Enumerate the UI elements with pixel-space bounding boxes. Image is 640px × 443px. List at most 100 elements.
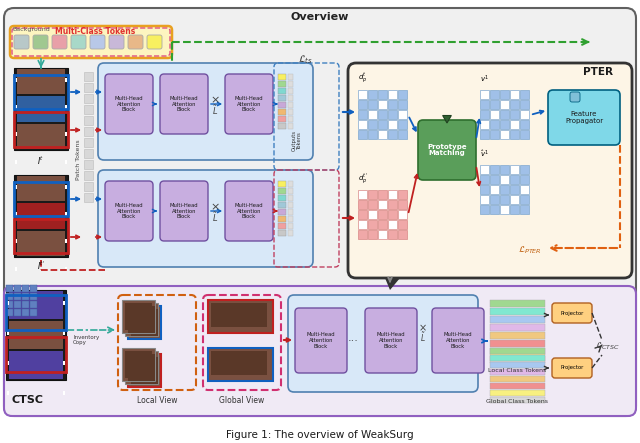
Bar bbox=[288, 88, 293, 94]
Bar bbox=[6, 337, 66, 372]
Text: Patch Tokens: Patch Tokens bbox=[77, 140, 81, 180]
FancyBboxPatch shape bbox=[4, 8, 636, 416]
Bar bbox=[14, 219, 68, 253]
Bar bbox=[128, 306, 161, 339]
Bar bbox=[278, 195, 286, 201]
Bar bbox=[520, 205, 529, 214]
Bar bbox=[208, 348, 273, 381]
Bar bbox=[6, 290, 66, 380]
Bar bbox=[17, 69, 65, 94]
Bar bbox=[500, 165, 509, 174]
Bar bbox=[358, 210, 367, 219]
Bar bbox=[22, 293, 29, 300]
Text: $I^t$: $I^t$ bbox=[37, 155, 45, 167]
Bar bbox=[84, 182, 93, 191]
Bar bbox=[510, 175, 519, 184]
Bar bbox=[520, 90, 529, 99]
Bar bbox=[288, 223, 293, 229]
Text: $\tilde{L}$: $\tilde{L}$ bbox=[420, 330, 426, 344]
Bar bbox=[358, 230, 367, 239]
Bar bbox=[388, 130, 397, 139]
Text: Global Class Tokens: Global Class Tokens bbox=[486, 399, 548, 404]
Bar bbox=[7, 361, 9, 365]
Bar bbox=[500, 130, 509, 139]
Bar bbox=[65, 159, 67, 163]
Bar bbox=[358, 110, 367, 119]
Bar bbox=[278, 202, 286, 208]
Bar bbox=[388, 230, 397, 239]
Bar bbox=[30, 301, 37, 308]
Bar bbox=[368, 200, 377, 209]
Bar bbox=[398, 210, 407, 219]
Text: Feature
Propagator: Feature Propagator bbox=[565, 110, 603, 124]
Bar bbox=[358, 200, 367, 209]
Bar bbox=[22, 285, 29, 292]
Bar bbox=[84, 149, 93, 158]
Bar bbox=[368, 210, 377, 219]
Text: $\mathcal{L}_{PTER}$: $\mathcal{L}_{PTER}$ bbox=[518, 244, 542, 256]
Text: Multi-Class Tokens: Multi-Class Tokens bbox=[55, 27, 135, 36]
Bar bbox=[490, 340, 545, 347]
FancyBboxPatch shape bbox=[128, 35, 143, 49]
Text: Multi-Head
Attention
Block: Multi-Head Attention Block bbox=[115, 96, 143, 112]
Bar bbox=[65, 78, 67, 82]
Bar bbox=[388, 120, 397, 129]
Text: PTER: PTER bbox=[583, 67, 613, 77]
Text: ×: × bbox=[211, 202, 220, 212]
Bar bbox=[490, 205, 499, 214]
Bar bbox=[6, 309, 13, 316]
Bar bbox=[65, 185, 67, 189]
FancyBboxPatch shape bbox=[225, 181, 273, 241]
Bar bbox=[122, 300, 155, 333]
Bar bbox=[84, 116, 93, 125]
Bar bbox=[125, 351, 158, 384]
Bar bbox=[490, 348, 545, 355]
Bar bbox=[480, 195, 489, 204]
FancyBboxPatch shape bbox=[10, 26, 172, 58]
Bar bbox=[398, 90, 407, 99]
Bar bbox=[398, 220, 407, 229]
Bar bbox=[398, 130, 407, 139]
Text: $\hat{v}^1$: $\hat{v}^1$ bbox=[480, 149, 489, 160]
Bar bbox=[278, 102, 286, 108]
Bar bbox=[6, 301, 13, 308]
Bar bbox=[84, 127, 93, 136]
Bar bbox=[6, 285, 13, 292]
Bar bbox=[288, 209, 293, 215]
Text: Multi-Head
Attention
Block: Multi-Head Attention Block bbox=[170, 203, 198, 219]
FancyBboxPatch shape bbox=[552, 303, 592, 323]
Text: Multi-Head
Attention
Block: Multi-Head Attention Block bbox=[170, 96, 198, 112]
Bar bbox=[510, 195, 519, 204]
Bar bbox=[388, 100, 397, 109]
Text: $\mathcal{L}_{ts}$: $\mathcal{L}_{ts}$ bbox=[298, 54, 312, 66]
Bar bbox=[288, 181, 293, 187]
Bar bbox=[398, 230, 407, 239]
Bar bbox=[510, 100, 519, 109]
FancyBboxPatch shape bbox=[98, 63, 313, 160]
Bar bbox=[278, 216, 286, 222]
Bar bbox=[500, 185, 509, 194]
Text: ×: × bbox=[211, 95, 220, 105]
Bar bbox=[65, 105, 67, 109]
Bar bbox=[84, 193, 93, 202]
Bar bbox=[388, 90, 397, 99]
Bar bbox=[288, 230, 293, 236]
FancyBboxPatch shape bbox=[295, 308, 347, 373]
Bar bbox=[490, 195, 499, 204]
FancyBboxPatch shape bbox=[90, 35, 105, 49]
Bar bbox=[500, 195, 509, 204]
Bar bbox=[15, 185, 17, 189]
Bar bbox=[14, 112, 68, 147]
Bar bbox=[84, 138, 93, 147]
Bar bbox=[278, 188, 286, 194]
Bar bbox=[388, 110, 397, 119]
Text: Figure 1: The overview of WeakSurg: Figure 1: The overview of WeakSurg bbox=[226, 430, 414, 440]
Bar bbox=[65, 132, 67, 136]
Bar bbox=[480, 130, 489, 139]
Bar bbox=[14, 309, 21, 316]
Text: Local Class Tokens: Local Class Tokens bbox=[488, 368, 546, 373]
Bar bbox=[510, 110, 519, 119]
Bar bbox=[22, 301, 29, 308]
Bar bbox=[17, 124, 65, 149]
Bar bbox=[368, 230, 377, 239]
